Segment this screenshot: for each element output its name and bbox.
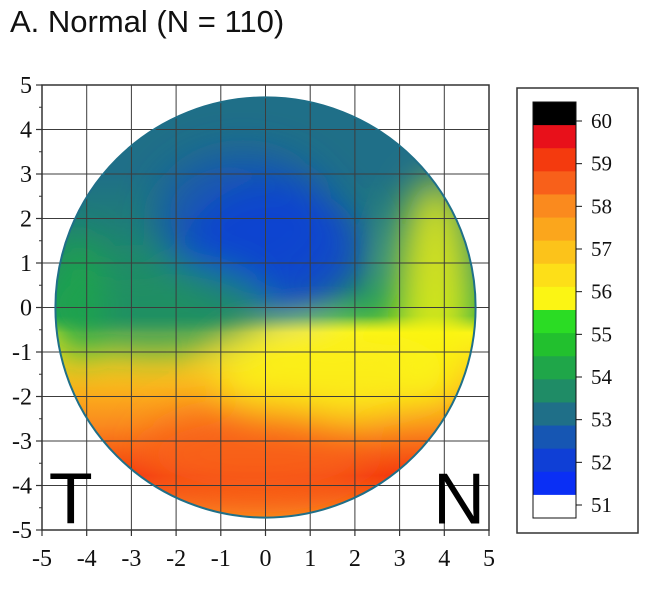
x-tick-label: 4 (438, 546, 450, 572)
colorbar-swatch (533, 125, 576, 149)
colorbar-swatch (533, 333, 576, 357)
x-tick-label: 5 (483, 546, 495, 572)
colorbar: 60 59 58 57 56 55 54 53 52 51 (516, 87, 639, 534)
y-axis: 5 4 3 2 1 0 -1 -2 -3 -4 -5 (12, 73, 42, 544)
colorbar-swatch (533, 402, 576, 427)
colorbar-tick-label: 52 (591, 450, 612, 474)
colorbar-swatch (533, 171, 576, 195)
colorbar-swatch (533, 448, 576, 473)
colorbar-swatch (533, 240, 576, 265)
colorbar-swatch (533, 379, 576, 403)
y-tick-label: -5 (12, 518, 32, 544)
x-tick-label: -3 (121, 546, 141, 572)
chart-title: A. Normal (N = 110) (10, 4, 285, 39)
colorbar-tick-label: 51 (591, 493, 612, 517)
colorbar-swatch (533, 471, 576, 496)
colorbar-tick-label: 53 (591, 408, 612, 432)
colorbar-tick-label: 56 (591, 280, 612, 304)
corner-label-nasal: N (433, 459, 485, 539)
y-tick-label: -1 (12, 340, 32, 366)
colorbar-swatch (533, 217, 576, 242)
y-tick-label: 2 (20, 207, 32, 233)
colorbar-tick-label: 55 (591, 322, 612, 346)
colorbar-swatch (533, 494, 576, 519)
colorbar-swatch (533, 263, 576, 288)
colorbar-swatch (533, 194, 576, 219)
x-tick-label: 0 (260, 546, 272, 572)
disk-outline (54, 96, 477, 519)
colorbar-swatch (533, 102, 576, 126)
y-tick-label: 0 (20, 296, 32, 322)
map-region (55, 235, 103, 362)
grid (42, 85, 489, 530)
colorbar-swatch (533, 286, 576, 311)
y-tick-label: -2 (12, 385, 32, 411)
x-tick-label: 2 (349, 546, 361, 572)
x-axis: -5 -4 -3 -2 -1 0 1 2 3 4 5 (32, 530, 495, 572)
y-tick-label: 5 (20, 73, 32, 99)
colorbar-tick-label: 54 (591, 365, 613, 389)
colorbar-swatch (533, 310, 576, 334)
x-tick-label: -4 (77, 546, 97, 572)
x-tick-label: 1 (304, 546, 316, 572)
x-tick-label: -5 (32, 546, 52, 572)
colorbar-swatch (533, 425, 576, 450)
y-tick-label: 1 (20, 251, 32, 277)
y-tick-label: -3 (12, 429, 32, 455)
colorbar-tick-label: 59 (591, 152, 612, 176)
x-tick-label: -1 (211, 546, 231, 572)
y-tick-label: 4 (20, 118, 32, 144)
colorbar-swatch-border (532, 101, 577, 519)
x-tick-label: -2 (166, 546, 186, 572)
colorbar-tick-label: 58 (591, 194, 612, 218)
colorbar-tick-label: 60 (591, 109, 612, 133)
map-region (217, 328, 449, 421)
map-region (141, 408, 373, 501)
x-tick-label: 3 (394, 546, 406, 572)
corner-label-temporal: T (49, 459, 93, 539)
y-tick-label: 3 (20, 162, 32, 188)
colorbar-swatch (533, 356, 576, 380)
y-tick-label: -4 (12, 474, 32, 500)
colorbar-swatch (533, 148, 576, 172)
colorbar-tick-label: 57 (591, 237, 612, 261)
